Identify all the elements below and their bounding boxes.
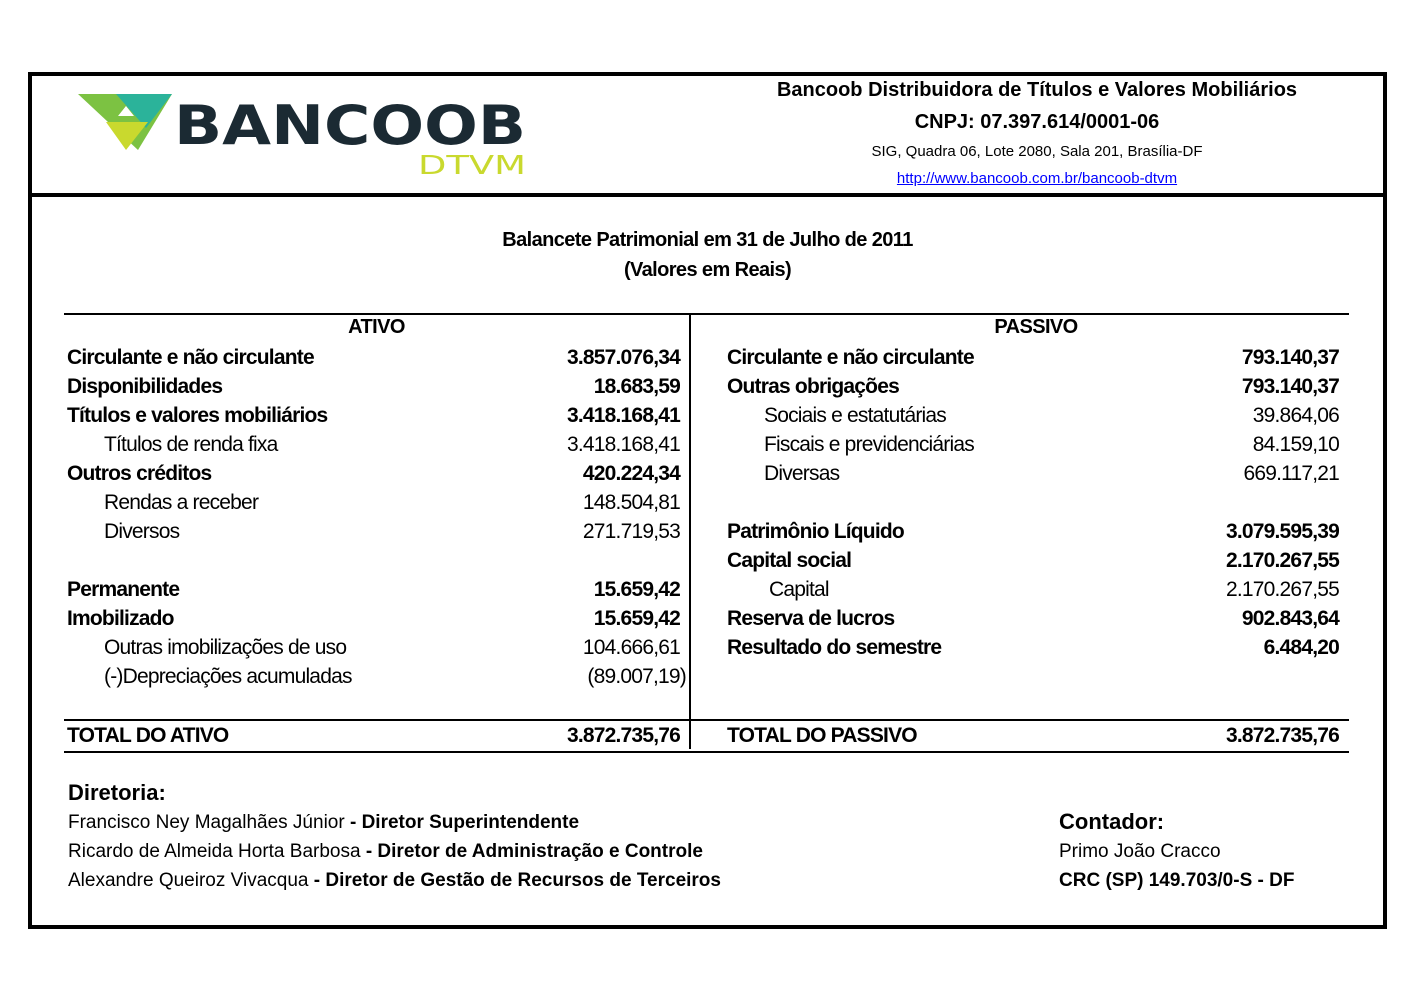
total-ativo-row: TOTAL DO ATIVO 3.872.735,76: [67, 721, 681, 750]
passivo-row: Patrimônio Líquido 3.079.595,39: [727, 517, 1340, 546]
passivo-row-value: 2.170.267,55: [1225, 578, 1340, 601]
ativo-row: (-)Depreciações acumuladas (89.007,19): [67, 662, 687, 691]
ativo-row-label: Diversos: [104, 520, 180, 543]
contador-heading: Contador:: [1059, 809, 1165, 834]
passivo-row-value: 669.117,21: [1243, 462, 1339, 485]
ativo-row-label: Títulos e valores mobiliários: [67, 404, 328, 427]
ativo-row-label: Permanente: [67, 578, 180, 601]
total-passivo-label: TOTAL DO PASSIVO: [727, 724, 918, 747]
passivo-row-label: Reserva de lucros: [727, 607, 895, 630]
header-divider: [28, 193, 1387, 197]
passivo-row-label: Circulante e não circulante: [727, 346, 975, 369]
company-name: Bancoob Distribuidora de Títulos e Valor…: [776, 79, 1298, 101]
column-divider: [689, 313, 691, 749]
ativo-row-value: 104.666,61: [582, 636, 681, 659]
passivo-row: Capital 2.170.267,55: [727, 575, 1340, 604]
ativo-row-label: (-)Depreciações acumuladas: [104, 665, 352, 688]
passivo-row-label: Capital social: [727, 549, 852, 572]
contador-section: Contador: Primo João Cracco CRC (SP) 149…: [1059, 807, 1294, 895]
director-line: Francisco Ney Magalhães Júnior - Diretor…: [68, 812, 580, 833]
passivo-row-label: Diversas: [764, 462, 840, 485]
passivo-row-label: Fiscais e previdenciárias: [764, 433, 975, 456]
total-passivo-row: TOTAL DO PASSIVO 3.872.735,76: [727, 721, 1340, 750]
passivo-row: Sociais e estatutárias 39.864,06: [727, 401, 1340, 430]
ativo-row: Outras imobilizações de uso 104.666,61: [67, 633, 681, 662]
passivo-row: Capital social 2.170.267,55: [727, 546, 1340, 575]
document-frame: [28, 72, 1387, 929]
passivo-row-value: 3.079.595,39: [1225, 520, 1340, 543]
passivo-row-label: Capital: [769, 578, 830, 601]
director-line: Alexandre Queiroz Vivacqua - Diretor de …: [68, 870, 721, 891]
ativo-row-label: Disponibilidades: [67, 375, 223, 398]
ativo-row-label: Rendas a receber: [104, 491, 259, 514]
total-ativo-label: TOTAL DO ATIVO: [67, 724, 229, 747]
ativo-row: Títulos e valores mobiliários 3.418.168,4…: [67, 401, 681, 430]
passivo-heading: PASSIVO: [994, 316, 1078, 338]
balance-table: [64, 313, 1349, 753]
director-line: Ricardo de Almeida Horta Barbosa - Diret…: [68, 841, 703, 862]
ativo-row-label: Outros créditos: [67, 462, 212, 485]
passivo-row-label: Resultado do semestre: [727, 636, 942, 659]
ativo-row-value: 15.659,42: [593, 607, 681, 630]
passivo-row-label: Patrimônio Líquido: [727, 520, 905, 543]
ativo-row-value: 148.504,81: [582, 491, 681, 514]
passivo-row: [727, 488, 1339, 517]
contador-crc: CRC (SP) 149.703/0-S - DF: [1059, 870, 1295, 891]
ativo-row-value: 271.719,53: [582, 520, 681, 543]
ativo-row: Outros créditos 420.224,34: [67, 459, 681, 488]
company-website-link[interactable]: http://www.bancoob.com.br/bancoob-dtvm: [896, 170, 1178, 187]
passivo-row-value: 793.140,37: [1241, 375, 1340, 398]
report-title: Balancete Patrimonial em 31 de Julho de …: [502, 229, 913, 251]
ativo-row-value: 18.683,59: [593, 375, 681, 398]
ativo-row-value: 15.659,42: [593, 578, 681, 601]
ativo-row-label: Outras imobilizações de uso: [104, 636, 347, 659]
report-subtitle: (Valores em Reais): [623, 259, 792, 281]
passivo-row: Fiscais e previdenciárias 84.159,10: [727, 430, 1340, 459]
ativo-row: Rendas a receber 148.504,81: [67, 488, 681, 517]
passivo-row: Reserva de lucros 902.843,64: [727, 604, 1340, 633]
passivo-row-label: Outras obrigações: [727, 375, 900, 398]
passivo-row-value: 84.159,10: [1252, 433, 1340, 456]
ativo-row-value: 420.224,34: [582, 462, 681, 485]
svg-text:DTVM: DTVM: [418, 151, 526, 181]
diretoria-section: Diretoria: Francisco Ney Magalhães Júnio…: [68, 778, 721, 895]
passivo-row-value: 6.484,20: [1263, 636, 1340, 659]
diretoria-heading: Diretoria:: [68, 780, 166, 805]
company-cnpj: CNPJ: 07.397.614/0001-06: [914, 111, 1160, 133]
bancoob-logo: BANCOOB DTVM: [78, 94, 526, 181]
passivo-row-value: 39.864,06: [1252, 404, 1340, 427]
total-passivo-value: 3.872.735,76: [1225, 724, 1340, 747]
ativo-row-value: (89.007,19): [587, 665, 686, 688]
ativo-row-label: Títulos de renda fixa: [104, 433, 278, 456]
ativo-row-value: 3.857.076,34: [566, 346, 681, 369]
ativo-row: Títulos de renda fixa 3.418.168,41: [67, 430, 681, 459]
company-info: Bancoob Distribuidora de Títulos e Valor…: [690, 76, 1384, 188]
ativo-row-value: 3.418.168,41: [566, 433, 681, 456]
passivo-row-value: 793.140,37: [1241, 346, 1340, 369]
ativo-row-label: Circulante e não circulante: [67, 346, 315, 369]
total-ativo-value: 3.872.735,76: [566, 724, 681, 747]
ativo-row-label: Imobilizado: [67, 607, 175, 630]
ativo-row: Disponibilidades 18.683,59: [67, 372, 681, 401]
ativo-row: Permanente 15.659,42: [67, 575, 681, 604]
passivo-row: Diversas 669.117,21: [727, 459, 1340, 488]
passivo-row-value: 902.843,64: [1241, 607, 1340, 630]
total-divider: [64, 719, 1349, 721]
ativo-row: Circulante e não circulante 3.857.076,34: [67, 343, 681, 372]
ativo-row: Imobilizado 15.659,42: [67, 604, 681, 633]
passivo-row: Outras obrigações 793.140,37: [727, 372, 1340, 401]
passivo-row: Circulante e não circulante 793.140,37: [727, 343, 1340, 372]
svg-text:BANCOOB: BANCOOB: [174, 94, 526, 157]
company-address: SIG, Quadra 06, Lote 2080, Sala 201, Bra…: [871, 143, 1203, 160]
passivo-row-value: 2.170.267,55: [1225, 549, 1340, 572]
passivo-row-label: Sociais e estatutárias: [764, 404, 947, 427]
ativo-heading: ATIVO: [348, 316, 405, 338]
ativo-row: [67, 546, 680, 575]
ativo-row-value: 3.418.168,41: [566, 404, 681, 427]
passivo-row: Resultado do semestre 6.484,20: [727, 633, 1340, 662]
ativo-row: Diversos 271.719,53: [67, 517, 681, 546]
contador-name: Primo João Cracco: [1059, 841, 1221, 862]
